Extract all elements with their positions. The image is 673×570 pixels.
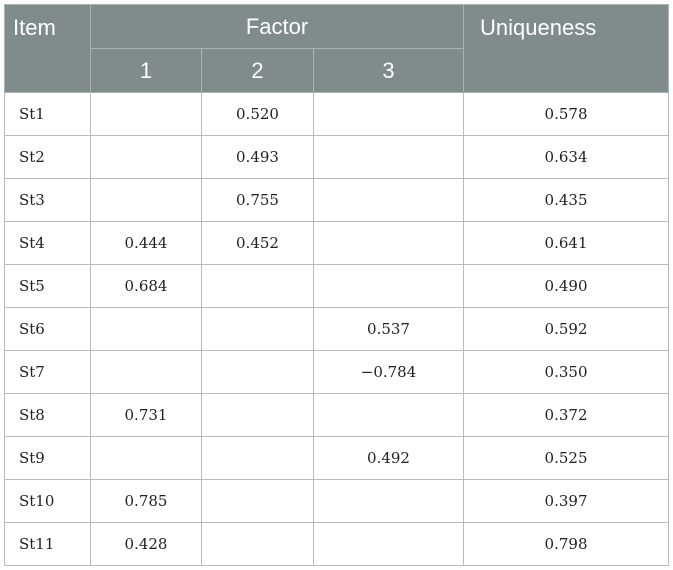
factor-2-cell: 0.520	[201, 92, 314, 136]
factor-2-cell: 0.755	[201, 178, 314, 222]
factor-3-cell	[312, 264, 465, 308]
factor-2-cell	[201, 436, 314, 480]
factor-1-cell	[90, 178, 202, 222]
table-row: St11 0.428 0.798	[4, 522, 670, 566]
factor-loadings-table: Item Factor Uniqueness 1 2 3 St1 0.520 0…	[4, 4, 670, 566]
table-row: St10 0.785 0.397	[4, 479, 670, 523]
factor-1-cell	[90, 307, 202, 351]
factor-1-cell	[90, 92, 202, 136]
factor-2-cell	[201, 522, 314, 566]
factor-2-cell	[201, 393, 314, 437]
table-header: Item Factor Uniqueness 1 2 3	[4, 4, 670, 93]
table-row: St2 0.493 0.634	[4, 135, 670, 179]
factor-2-cell	[201, 307, 314, 351]
factor-1-cell	[90, 436, 202, 480]
factor-group-header: Factor	[89, 4, 465, 49]
factor-1-cell: 0.684	[90, 264, 202, 308]
factor-1-cell: 0.731	[90, 393, 202, 437]
item-cell: St11	[4, 522, 91, 566]
uniqueness-column-header: Uniqueness	[463, 4, 670, 93]
factor-1-header: 1	[90, 48, 202, 93]
uniqueness-cell: 0.490	[463, 264, 670, 308]
factor-3-cell: −0.784	[312, 350, 465, 394]
factor-2-header: 2	[201, 48, 314, 93]
factor-1-cell	[90, 135, 202, 179]
item-column-header: Item	[4, 4, 91, 93]
factor-3-cell	[312, 479, 465, 523]
table-row: St5 0.684 0.490	[4, 264, 670, 308]
table-row: St1 0.520 0.578	[4, 92, 670, 136]
factor-3-cell: 0.537	[312, 307, 465, 351]
factor-2-cell: 0.452	[201, 221, 314, 265]
factor-3-cell	[312, 178, 465, 222]
table-row: St3 0.755 0.435	[4, 178, 670, 222]
factor-3-cell	[312, 522, 465, 566]
item-cell: St1	[4, 92, 91, 136]
factor-1-cell: 0.444	[90, 221, 202, 265]
uniqueness-cell: 0.641	[463, 221, 670, 265]
factor-2-cell	[201, 264, 314, 308]
uniqueness-cell: 0.350	[463, 350, 670, 394]
table-row: St7 −0.784 0.350	[4, 350, 670, 394]
table-row: St8 0.731 0.372	[4, 393, 670, 437]
item-cell: St9	[4, 436, 91, 480]
uniqueness-cell: 0.798	[463, 522, 670, 566]
factor-2-cell	[201, 350, 314, 394]
factor-2-cell	[201, 479, 314, 523]
item-cell: St7	[4, 350, 91, 394]
uniqueness-cell: 0.634	[463, 135, 670, 179]
factor-1-cell: 0.428	[90, 522, 202, 566]
factor-3-cell	[312, 92, 465, 136]
uniqueness-cell: 0.592	[463, 307, 670, 351]
uniqueness-cell: 0.435	[463, 178, 670, 222]
table-row: St4 0.444 0.452 0.641	[4, 221, 670, 265]
factor-3-header: 3	[312, 48, 465, 93]
factor-2-cell: 0.493	[201, 135, 314, 179]
uniqueness-cell: 0.525	[463, 436, 670, 480]
factor-3-cell	[312, 221, 465, 265]
factor-3-cell	[312, 135, 465, 179]
table-body: St1 0.520 0.578 St2 0.493 0.634 St3 0.75…	[4, 92, 670, 566]
item-cell: St10	[4, 479, 91, 523]
item-cell: St4	[4, 221, 91, 265]
factor-1-cell	[90, 350, 202, 394]
item-cell: St6	[4, 307, 91, 351]
uniqueness-cell: 0.578	[463, 92, 670, 136]
factor-3-cell: 0.492	[312, 436, 465, 480]
uniqueness-cell: 0.372	[463, 393, 670, 437]
uniqueness-cell: 0.397	[463, 479, 670, 523]
factor-3-cell	[312, 393, 465, 437]
factor-loadings-table-container: Item Factor Uniqueness 1 2 3 St1 0.520 0…	[4, 4, 670, 566]
item-cell: St8	[4, 393, 91, 437]
item-cell: St5	[4, 264, 91, 308]
item-cell: St3	[4, 178, 91, 222]
factor-1-cell: 0.785	[90, 479, 202, 523]
item-cell: St2	[4, 135, 91, 179]
table-row: St6 0.537 0.592	[4, 307, 670, 351]
table-row: St9 0.492 0.525	[4, 436, 670, 480]
